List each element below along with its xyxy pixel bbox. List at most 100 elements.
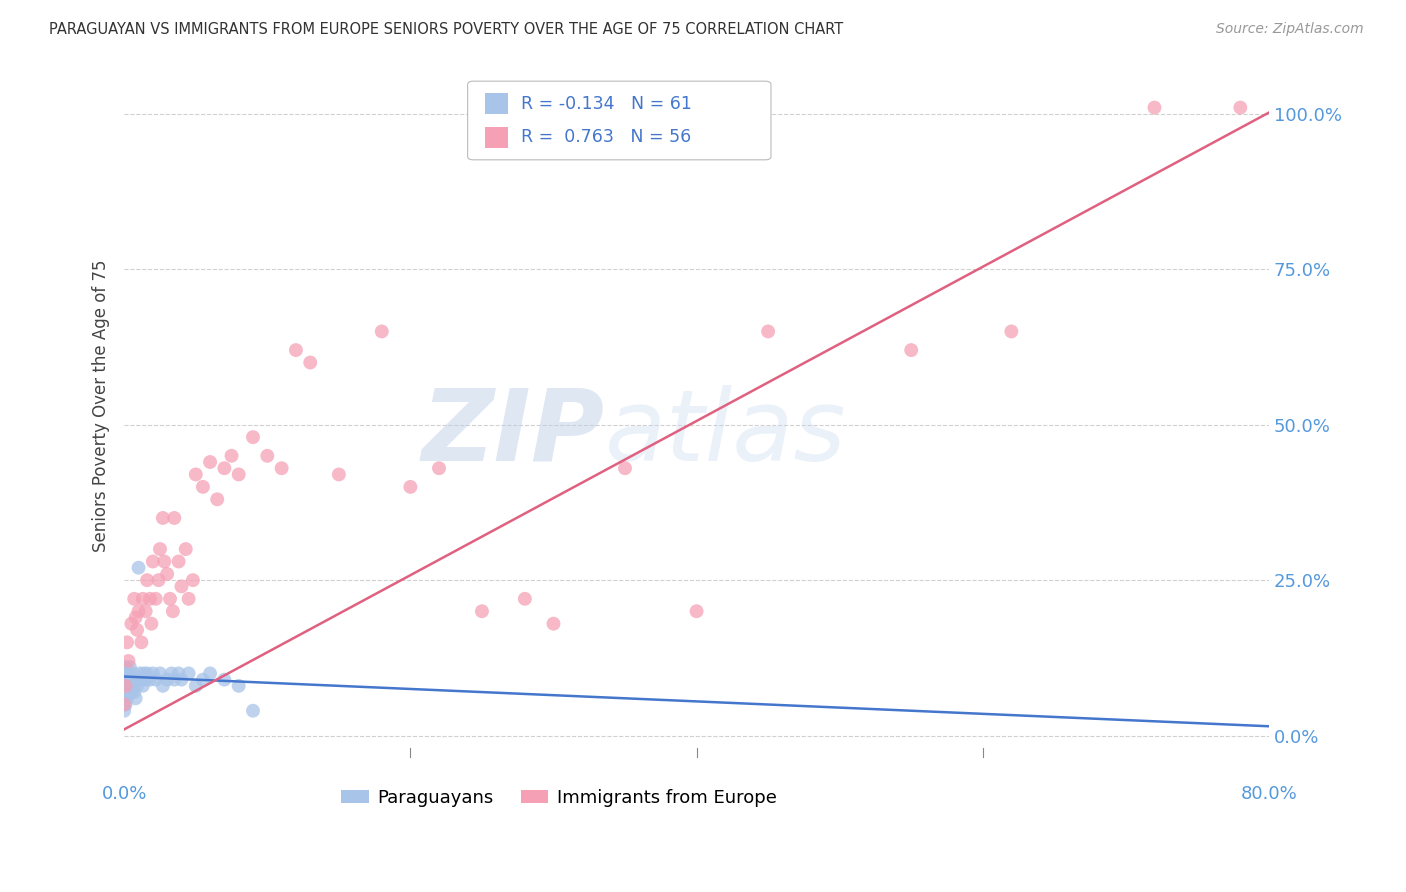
Point [214, 673, 236, 687]
Point [114, 691, 136, 706]
Point [141, 616, 163, 631]
Text: R = -0.134   N = 61: R = -0.134 N = 61 [522, 95, 692, 112]
Point [256, 449, 278, 463]
Point [114, 660, 136, 674]
Point [184, 467, 207, 482]
Point [135, 604, 157, 618]
Point [117, 666, 139, 681]
Point [132, 679, 155, 693]
Point [163, 673, 186, 687]
Point [900, 343, 922, 357]
Point [122, 673, 145, 687]
Point [198, 666, 221, 681]
Point [159, 591, 181, 606]
Point [198, 455, 221, 469]
Point [162, 604, 184, 618]
Point [163, 511, 186, 525]
Point [543, 616, 565, 631]
Point [112, 679, 135, 693]
Point [614, 461, 637, 475]
Point [131, 635, 153, 649]
Text: ZIP: ZIP [422, 385, 605, 482]
Point [328, 467, 350, 482]
Point [131, 673, 153, 687]
Point [114, 679, 136, 693]
Point [399, 480, 422, 494]
Point [124, 691, 146, 706]
Point [124, 673, 146, 687]
Point [115, 685, 138, 699]
Point [427, 461, 450, 475]
Point [112, 673, 135, 687]
Point [167, 554, 190, 568]
Point [120, 616, 142, 631]
Point [134, 666, 156, 681]
Text: atlas: atlas [605, 385, 846, 482]
Point [118, 673, 141, 687]
Point [228, 467, 250, 482]
Point [1229, 101, 1251, 115]
Point [156, 673, 179, 687]
Point [756, 325, 779, 339]
Text: Source: ZipAtlas.com: Source: ZipAtlas.com [1216, 22, 1364, 37]
Point [122, 591, 145, 606]
Point [242, 430, 264, 444]
Point [114, 673, 136, 687]
Y-axis label: Seniors Poverty Over the Age of 75: Seniors Poverty Over the Age of 75 [93, 260, 110, 552]
Point [371, 325, 394, 339]
Point [122, 685, 145, 699]
FancyBboxPatch shape [485, 94, 508, 114]
Point [120, 685, 142, 699]
Point [128, 673, 150, 687]
Point [115, 635, 138, 649]
Point [121, 679, 143, 693]
Point [160, 666, 183, 681]
Point [115, 666, 138, 681]
FancyBboxPatch shape [468, 81, 770, 160]
Point [114, 685, 136, 699]
Point [121, 666, 143, 681]
Point [184, 679, 207, 693]
Point [115, 679, 138, 693]
Text: 0.0%: 0.0% [101, 785, 146, 804]
Point [167, 666, 190, 681]
Point [115, 673, 138, 687]
Point [142, 554, 165, 568]
Point [112, 698, 135, 712]
Point [136, 666, 159, 681]
Point [114, 698, 136, 712]
Point [270, 461, 292, 475]
Point [471, 604, 494, 618]
Point [128, 560, 150, 574]
Point [1000, 325, 1022, 339]
Text: 80.0%: 80.0% [1240, 785, 1298, 804]
Point [117, 673, 139, 687]
Point [139, 673, 162, 687]
Point [156, 566, 179, 581]
Point [136, 573, 159, 587]
Point [152, 511, 174, 525]
Point [214, 461, 236, 475]
Point [112, 691, 135, 706]
Point [153, 554, 176, 568]
Point [228, 679, 250, 693]
Point [181, 573, 204, 587]
Legend: Paraguayans, Immigrants from Europe: Paraguayans, Immigrants from Europe [335, 781, 785, 814]
Point [152, 679, 174, 693]
Point [170, 579, 193, 593]
Point [284, 343, 307, 357]
Point [139, 591, 162, 606]
Point [117, 654, 139, 668]
Point [112, 698, 135, 712]
Point [112, 704, 135, 718]
Point [174, 542, 197, 557]
Point [142, 666, 165, 681]
Point [145, 673, 167, 687]
Point [299, 355, 322, 369]
Point [145, 591, 167, 606]
Point [170, 673, 193, 687]
Point [117, 685, 139, 699]
Point [1143, 101, 1166, 115]
Point [127, 623, 149, 637]
Point [124, 610, 146, 624]
